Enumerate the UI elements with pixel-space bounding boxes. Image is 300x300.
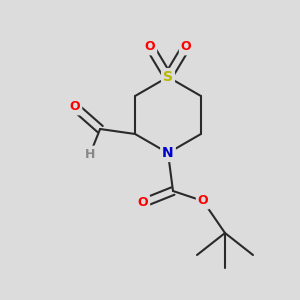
Text: N: N bbox=[162, 146, 174, 160]
Text: O: O bbox=[198, 194, 208, 208]
Text: O: O bbox=[138, 196, 148, 209]
Text: S: S bbox=[163, 70, 173, 84]
Text: O: O bbox=[181, 40, 191, 53]
Text: O: O bbox=[145, 40, 155, 53]
Text: H: H bbox=[85, 148, 95, 160]
Text: O: O bbox=[70, 100, 80, 113]
